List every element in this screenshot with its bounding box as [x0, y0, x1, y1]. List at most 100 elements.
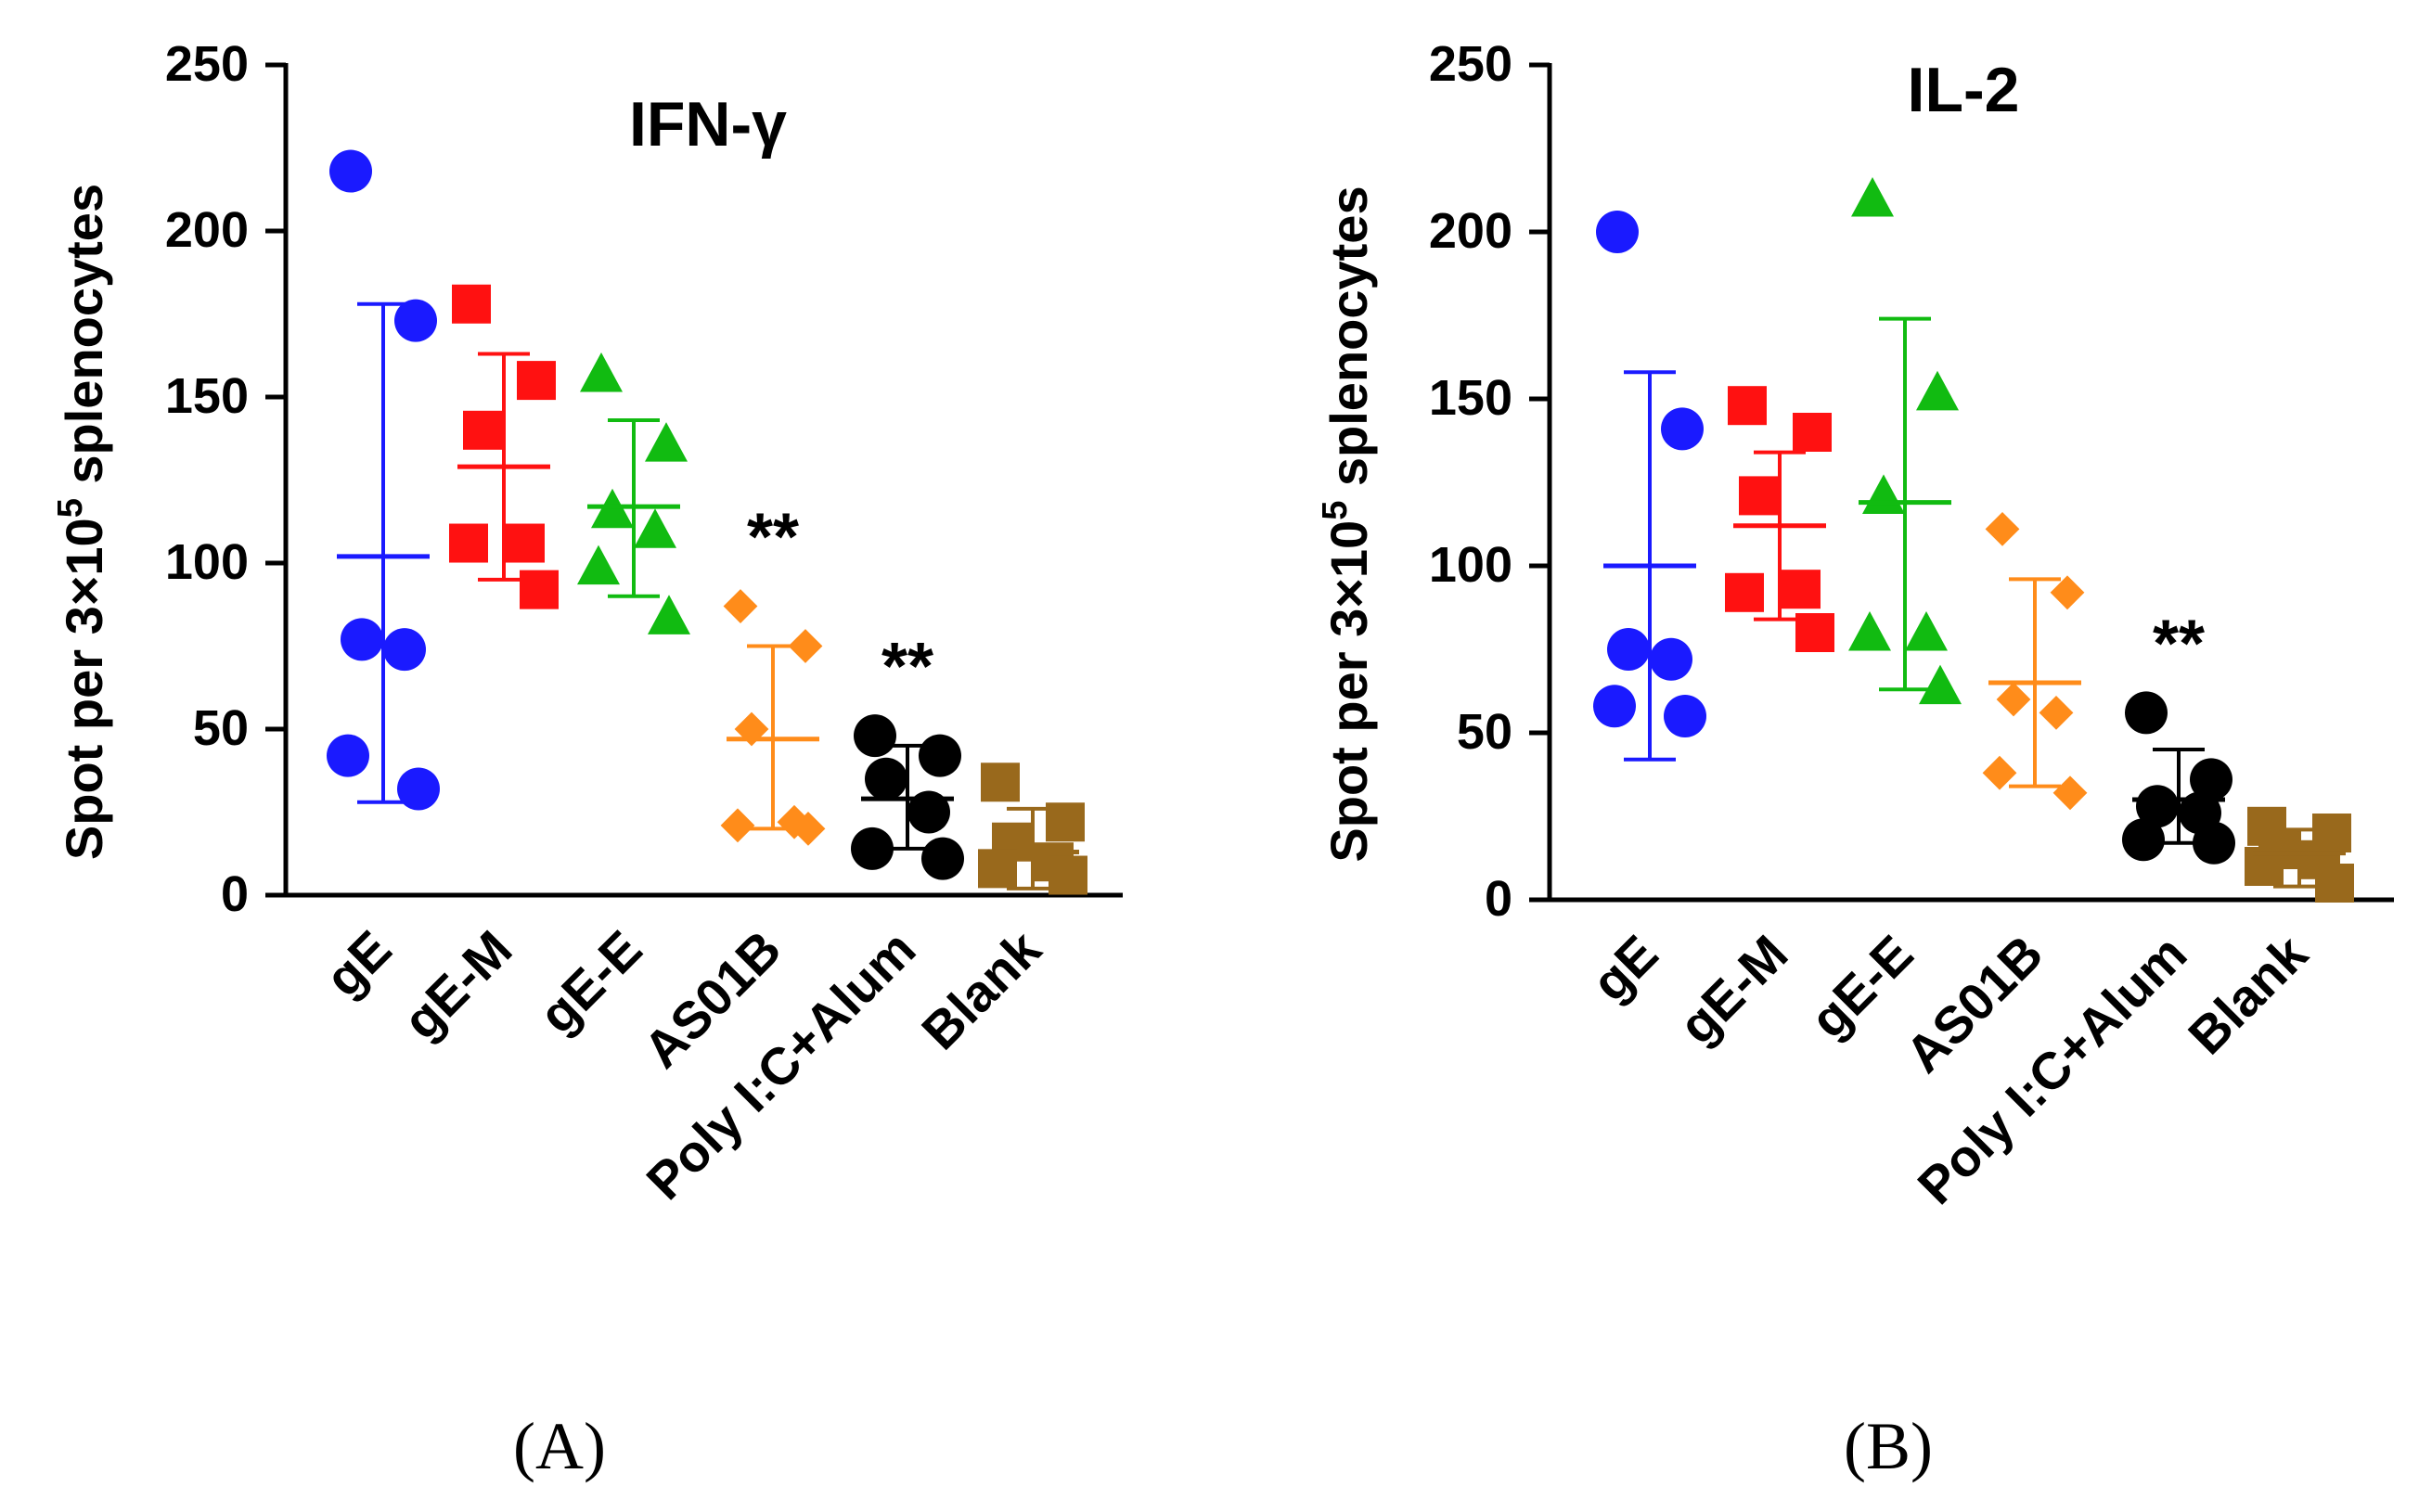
series-4: ** — [2122, 607, 2235, 865]
series-1 — [1725, 386, 1834, 652]
data-point — [2122, 818, 2165, 862]
data-point — [383, 628, 426, 672]
y-axis-label: Spot per 3×105 splenocytes — [51, 184, 113, 860]
data-point — [978, 849, 1017, 889]
x-tick-label: gE-E — [528, 919, 653, 1044]
series-3 — [1982, 512, 2088, 811]
x-tick-label: gE — [1580, 924, 1668, 1012]
panel-b: 0 50 100 150 200 250 Spot per 3×105 splenocyte… — [1316, 36, 2394, 1215]
y-tick-label: 50 — [193, 700, 249, 756]
data-point — [2190, 758, 2232, 801]
data-point — [865, 757, 907, 801]
data-point — [648, 595, 690, 634]
data-point — [919, 734, 961, 777]
data-point — [463, 410, 502, 450]
data-point — [1851, 177, 1894, 217]
data-point — [2052, 775, 2088, 811]
data-point — [1795, 613, 1834, 652]
data-point — [1049, 855, 1087, 895]
data-point — [1782, 570, 1821, 609]
data-point — [634, 508, 676, 548]
y-tick-label: 150 — [1429, 370, 1512, 426]
y-tick-label: 150 — [165, 368, 249, 424]
data-point — [645, 422, 688, 462]
data-point — [1985, 512, 2020, 546]
data-point — [723, 589, 758, 623]
data-point — [1905, 611, 1948, 651]
data-point — [1919, 664, 1962, 705]
data-point — [580, 352, 623, 392]
data-point — [2315, 864, 2354, 903]
chart-title: IFN-γ — [629, 89, 787, 160]
data-point — [2050, 575, 2085, 610]
data-point — [1046, 802, 1085, 842]
data-point — [1596, 211, 1639, 253]
data-point — [1739, 476, 1778, 516]
data-point — [506, 523, 545, 563]
y-tick-label: 200 — [165, 202, 249, 258]
series-2 — [577, 352, 690, 634]
data-point — [791, 812, 826, 846]
y-tick-label: 0 — [1485, 871, 1512, 927]
data-point — [1593, 685, 1636, 728]
significance-marker: ** — [2153, 607, 2205, 681]
data-point — [1848, 611, 1891, 651]
data-point — [851, 826, 894, 870]
data-point — [1916, 370, 1959, 411]
significance-marker: ** — [881, 630, 933, 704]
data-point — [394, 299, 437, 342]
x-tick-label: gE-M — [1667, 924, 1798, 1055]
y-axis-label-suffix: splenocytes — [1319, 186, 1378, 500]
x-tick-label: Blank — [910, 918, 1052, 1060]
x-tick-label: gE — [314, 919, 402, 1007]
y-axis-label-superscript: 5 — [1316, 501, 1355, 520]
data-point — [2193, 821, 2235, 865]
series-0 — [1593, 211, 1706, 762]
data-point — [341, 618, 383, 661]
y-axis-label-superscript: 5 — [51, 498, 90, 518]
data-point — [577, 545, 620, 585]
x-tick-label: Blank — [2177, 923, 2319, 1065]
y-axis-label-suffix: splenocytes — [55, 184, 113, 498]
panel-a: 0 50 100 150 200 250 Spot per 3×105 splenocyte… — [51, 36, 1123, 1211]
y-axis-label-main: Spot per 3×10 — [55, 518, 113, 860]
data-point — [327, 734, 369, 777]
data-point — [921, 837, 964, 880]
y-axis-label-main: Spot per 3×10 — [1319, 520, 1378, 863]
data-point — [449, 523, 488, 563]
data-point — [452, 284, 491, 324]
y-tick-label: 250 — [165, 36, 249, 92]
y-tick-label: 200 — [1429, 203, 1512, 259]
panel-label: (B) — [1844, 1409, 1933, 1483]
y-tick-label: 0 — [221, 866, 249, 922]
data-point — [1728, 386, 1767, 426]
data-point — [329, 149, 372, 193]
panel-label: (A) — [513, 1409, 606, 1483]
data-point — [1793, 413, 1832, 452]
data-point — [1862, 474, 1905, 514]
y-tick-label: 50 — [1457, 704, 1512, 760]
data-point — [854, 714, 896, 758]
data-point — [788, 629, 823, 663]
data-point — [2136, 785, 2179, 828]
data-point — [1661, 407, 1704, 451]
data-point — [517, 361, 556, 401]
y-axis-label: Spot per 3×105 splenocytes — [1316, 186, 1378, 862]
chart-title: IL-2 — [1908, 55, 2020, 125]
x-tick-label: Poly I:C+Alum — [1906, 924, 2197, 1215]
series-5 — [978, 762, 1087, 895]
x-tick-label: gE-M — [392, 919, 522, 1050]
series-3: ** — [720, 501, 826, 846]
y-tick-label: 100 — [165, 534, 249, 590]
data-point — [2039, 696, 2074, 730]
significance-marker: ** — [747, 501, 799, 575]
y-tick-label: 100 — [1429, 537, 1512, 593]
data-point — [1725, 572, 1764, 612]
series-1 — [449, 284, 559, 609]
series-2 — [1848, 177, 1962, 705]
data-point — [1982, 755, 2017, 790]
data-point — [1996, 682, 2031, 717]
data-point — [520, 570, 559, 609]
series-0 — [327, 149, 440, 811]
